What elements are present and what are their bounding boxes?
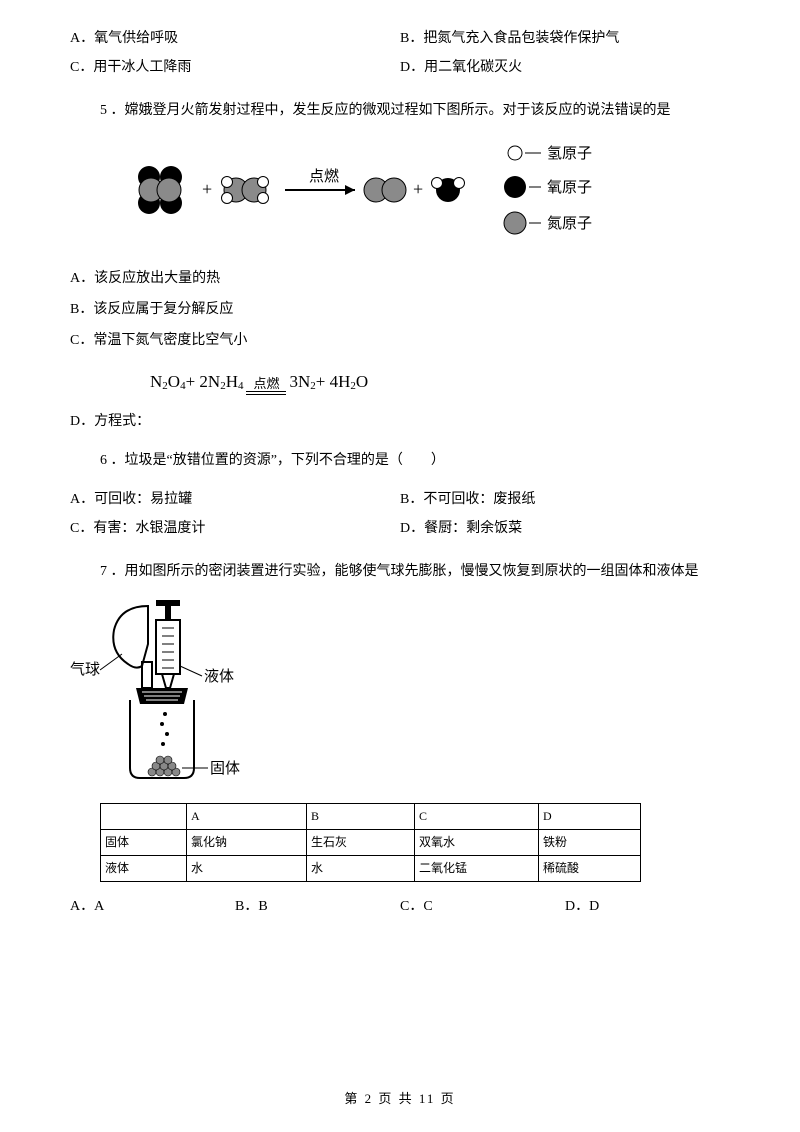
- q5-opt-b: B．该反应属于复分解反应: [70, 299, 730, 320]
- q6-opt-a: A．可回收：易拉罐: [70, 485, 400, 514]
- legend-h: 氢原子: [547, 145, 592, 162]
- q7-opt-c: C．C: [400, 896, 565, 917]
- table-row: 液体 水 水 二氧化锰 稀硫酸: [101, 855, 641, 881]
- label-liquid: 液体: [204, 668, 234, 685]
- q4-opt-b: B．把氮气充入食品包装袋作保护气: [400, 24, 730, 53]
- q4-opt-d: D．用二氧化碳灭火: [400, 53, 730, 82]
- q5-diagram: + 点燃 + 氢原子 氧原子 氮原子: [130, 135, 730, 252]
- q7-device: 气球 液体 固体: [70, 596, 730, 793]
- q7-opt-d: D．D: [565, 896, 730, 917]
- q4-opt-a: A．氧气供给呼吸: [70, 24, 400, 53]
- q4-options: A．氧气供给呼吸 B．把氮气充入食品包装袋作保护气 C．用干冰人工降雨 D．用二…: [70, 24, 730, 82]
- legend-o: 氧原子: [547, 179, 592, 196]
- q6-opt-c: C．有害：水银温度计: [70, 514, 400, 543]
- svg-text:+: +: [202, 179, 212, 199]
- q7-opt-b: B．B: [235, 896, 400, 917]
- svg-text:+: +: [413, 179, 423, 199]
- svg-text:气球: 气球: [70, 661, 100, 678]
- q5-stem: 5 ．嫦娥登月火箭发射过程中，发生反应的微观过程如下图所示。对于该反应的说法错误…: [100, 100, 730, 121]
- q7-table: A B C D 固体 氯化钠 生石灰 双氧水 铁粉 液体 水 水 二氧化锰 稀硫…: [100, 803, 641, 882]
- q5-opt-a: A．该反应放出大量的热: [70, 268, 730, 289]
- q5-opt-c: C．常温下氮气密度比空气小: [70, 330, 730, 351]
- table-row: A B C D: [101, 803, 641, 829]
- page-footer: 第 2 页 共 11 页: [0, 1089, 800, 1109]
- q4-opt-c: C．用干冰人工降雨: [70, 53, 400, 82]
- q6-opt-b: B．不可回收：废报纸: [400, 485, 730, 514]
- q6-stem: 6 ．垃圾是“放错位置的资源”，下列不合理的是（ ）: [100, 450, 730, 471]
- reaction-svg: + 点燃 + 氢原子 氧原子 氮原子: [130, 135, 650, 245]
- q5-opt-d: D．方程式：: [70, 411, 730, 432]
- q5-equation: N2 O4 + 2N2 H4 点燃 3N2 + 4H2 O: [150, 369, 368, 395]
- q6-options: A．可回收：易拉罐 B．不可回收：废报纸 C．有害：水银温度计 D．餐厨：剩余饭…: [70, 485, 730, 543]
- ignite-label: 点燃: [309, 167, 339, 185]
- q7-stem: 7 ．用如图所示的密闭装置进行实验，能够使气球先膨胀，慢慢又恢复到原状的一组固体…: [100, 561, 730, 582]
- q7-opt-a: A．A: [70, 896, 235, 917]
- q7-options: A．A B．B C．C D．D: [70, 896, 730, 917]
- table-row: 固体 氯化钠 生石灰 双氧水 铁粉: [101, 829, 641, 855]
- legend-n: 氮原子: [547, 215, 592, 232]
- label-solid: 固体: [210, 760, 240, 777]
- q6-opt-d: D．餐厨：剩余饭菜: [400, 514, 730, 543]
